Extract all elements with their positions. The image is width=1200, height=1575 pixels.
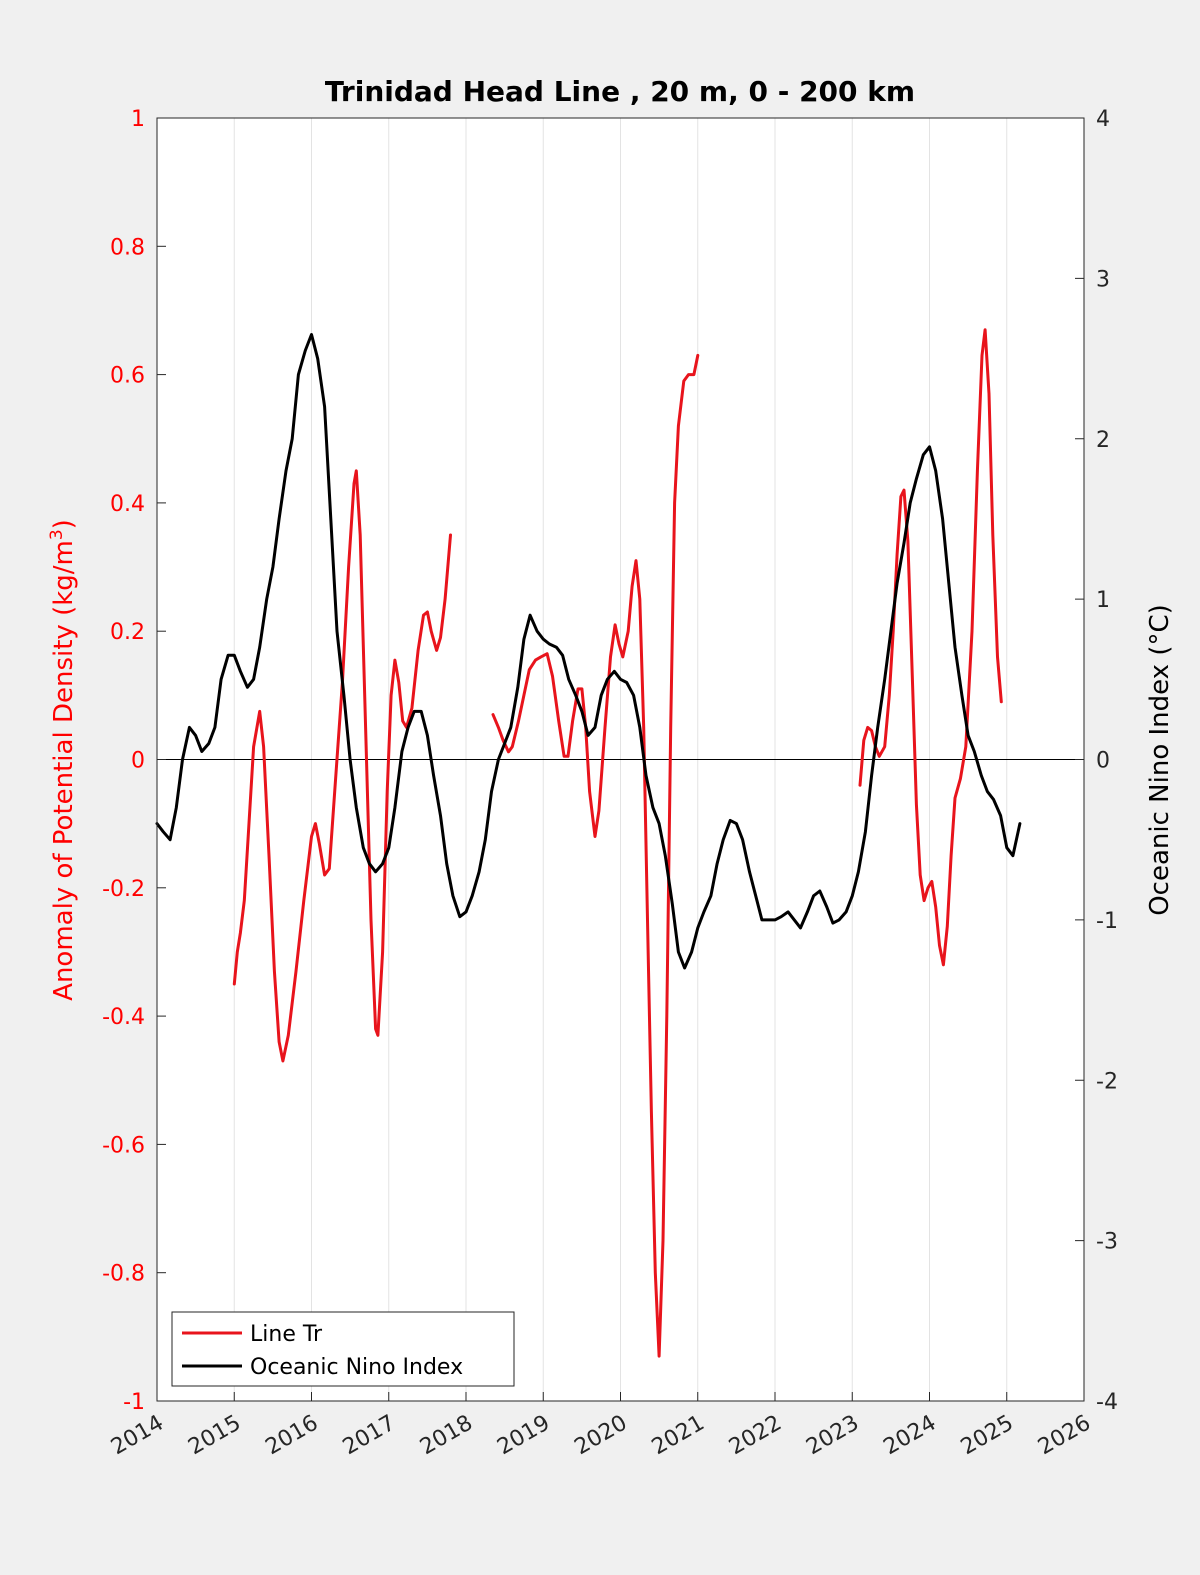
series-line-tr-segment — [491, 353, 700, 1358]
y-left-tick-label: -0.4 — [102, 1005, 145, 1030]
y-left-tick-label: -0.6 — [102, 1133, 145, 1158]
y-left-tick-label: -1 — [123, 1390, 145, 1415]
y-left-axis-title: Anomaly of Potential Density (kg/m3) — [47, 519, 79, 1001]
x-tick-label: 2022 — [725, 1411, 786, 1461]
x-tick-label: 2014 — [107, 1411, 168, 1461]
y-left-tick-label: 0.6 — [110, 364, 145, 389]
y-left-axis-title-close: ) — [49, 519, 79, 529]
y-left-axis-title-sup: 3 — [47, 529, 67, 540]
series-line-tr-segment — [232, 469, 452, 1063]
y-left-axis-title-main: Anomaly of Potential Density (kg/m — [49, 540, 79, 1001]
x-tick-label: 2015 — [184, 1411, 245, 1461]
x-tick-label: 2024 — [880, 1411, 941, 1461]
series-oni-line — [155, 333, 1022, 970]
y-left-tick-label: -0.8 — [102, 1262, 145, 1287]
y-right-tick-label: 4 — [1096, 107, 1110, 132]
x-tick-label: 2019 — [493, 1411, 554, 1461]
legend-label-oni: Oceanic Nino Index — [250, 1355, 463, 1380]
y-left-tick-label: 0 — [131, 749, 145, 774]
y-left-tick-label: 0.8 — [110, 235, 145, 260]
y-left-tick-label: 0.2 — [110, 620, 145, 645]
legend-box — [171, 1311, 515, 1387]
x-tick-label: 2017 — [339, 1411, 400, 1461]
y-right-axis-title: Oceanic Nino Index (°C) — [1145, 604, 1175, 916]
y-left-tick-label: -0.2 — [102, 877, 145, 902]
legend: Line Tr Oceanic Nino Index — [171, 1311, 515, 1387]
y-right-tick-label: 0 — [1096, 749, 1110, 774]
y-right-tick-label: 1 — [1096, 588, 1110, 613]
x-tick-label: 2018 — [416, 1411, 477, 1461]
y-right-tick-label: 3 — [1096, 267, 1110, 292]
x-tick-label: 2016 — [262, 1411, 323, 1461]
y-left-tick-label: 0.4 — [110, 492, 145, 517]
y-right-tick-label: -3 — [1096, 1230, 1118, 1255]
y-left-tick-label: 1 — [131, 107, 145, 132]
x-tick-label: 2026 — [1034, 1411, 1095, 1461]
x-tick-label: 2025 — [957, 1411, 1018, 1461]
legend-label-line-tr: Line Tr — [250, 1322, 323, 1347]
y-right-tick-label: 2 — [1096, 428, 1110, 453]
chart-title: Trinidad Head Line , 20 m, 0 - 200 km — [325, 75, 915, 108]
y-right-tick-label: -1 — [1096, 909, 1118, 934]
x-tick-label: 2023 — [802, 1411, 863, 1461]
y-right-tick-label: -2 — [1096, 1069, 1118, 1094]
y-right-tick-label: -4 — [1096, 1390, 1118, 1415]
series-line-tr-segment — [858, 328, 1003, 967]
x-tick-label: 2020 — [571, 1411, 632, 1461]
x-tick-label: 2021 — [648, 1411, 709, 1461]
